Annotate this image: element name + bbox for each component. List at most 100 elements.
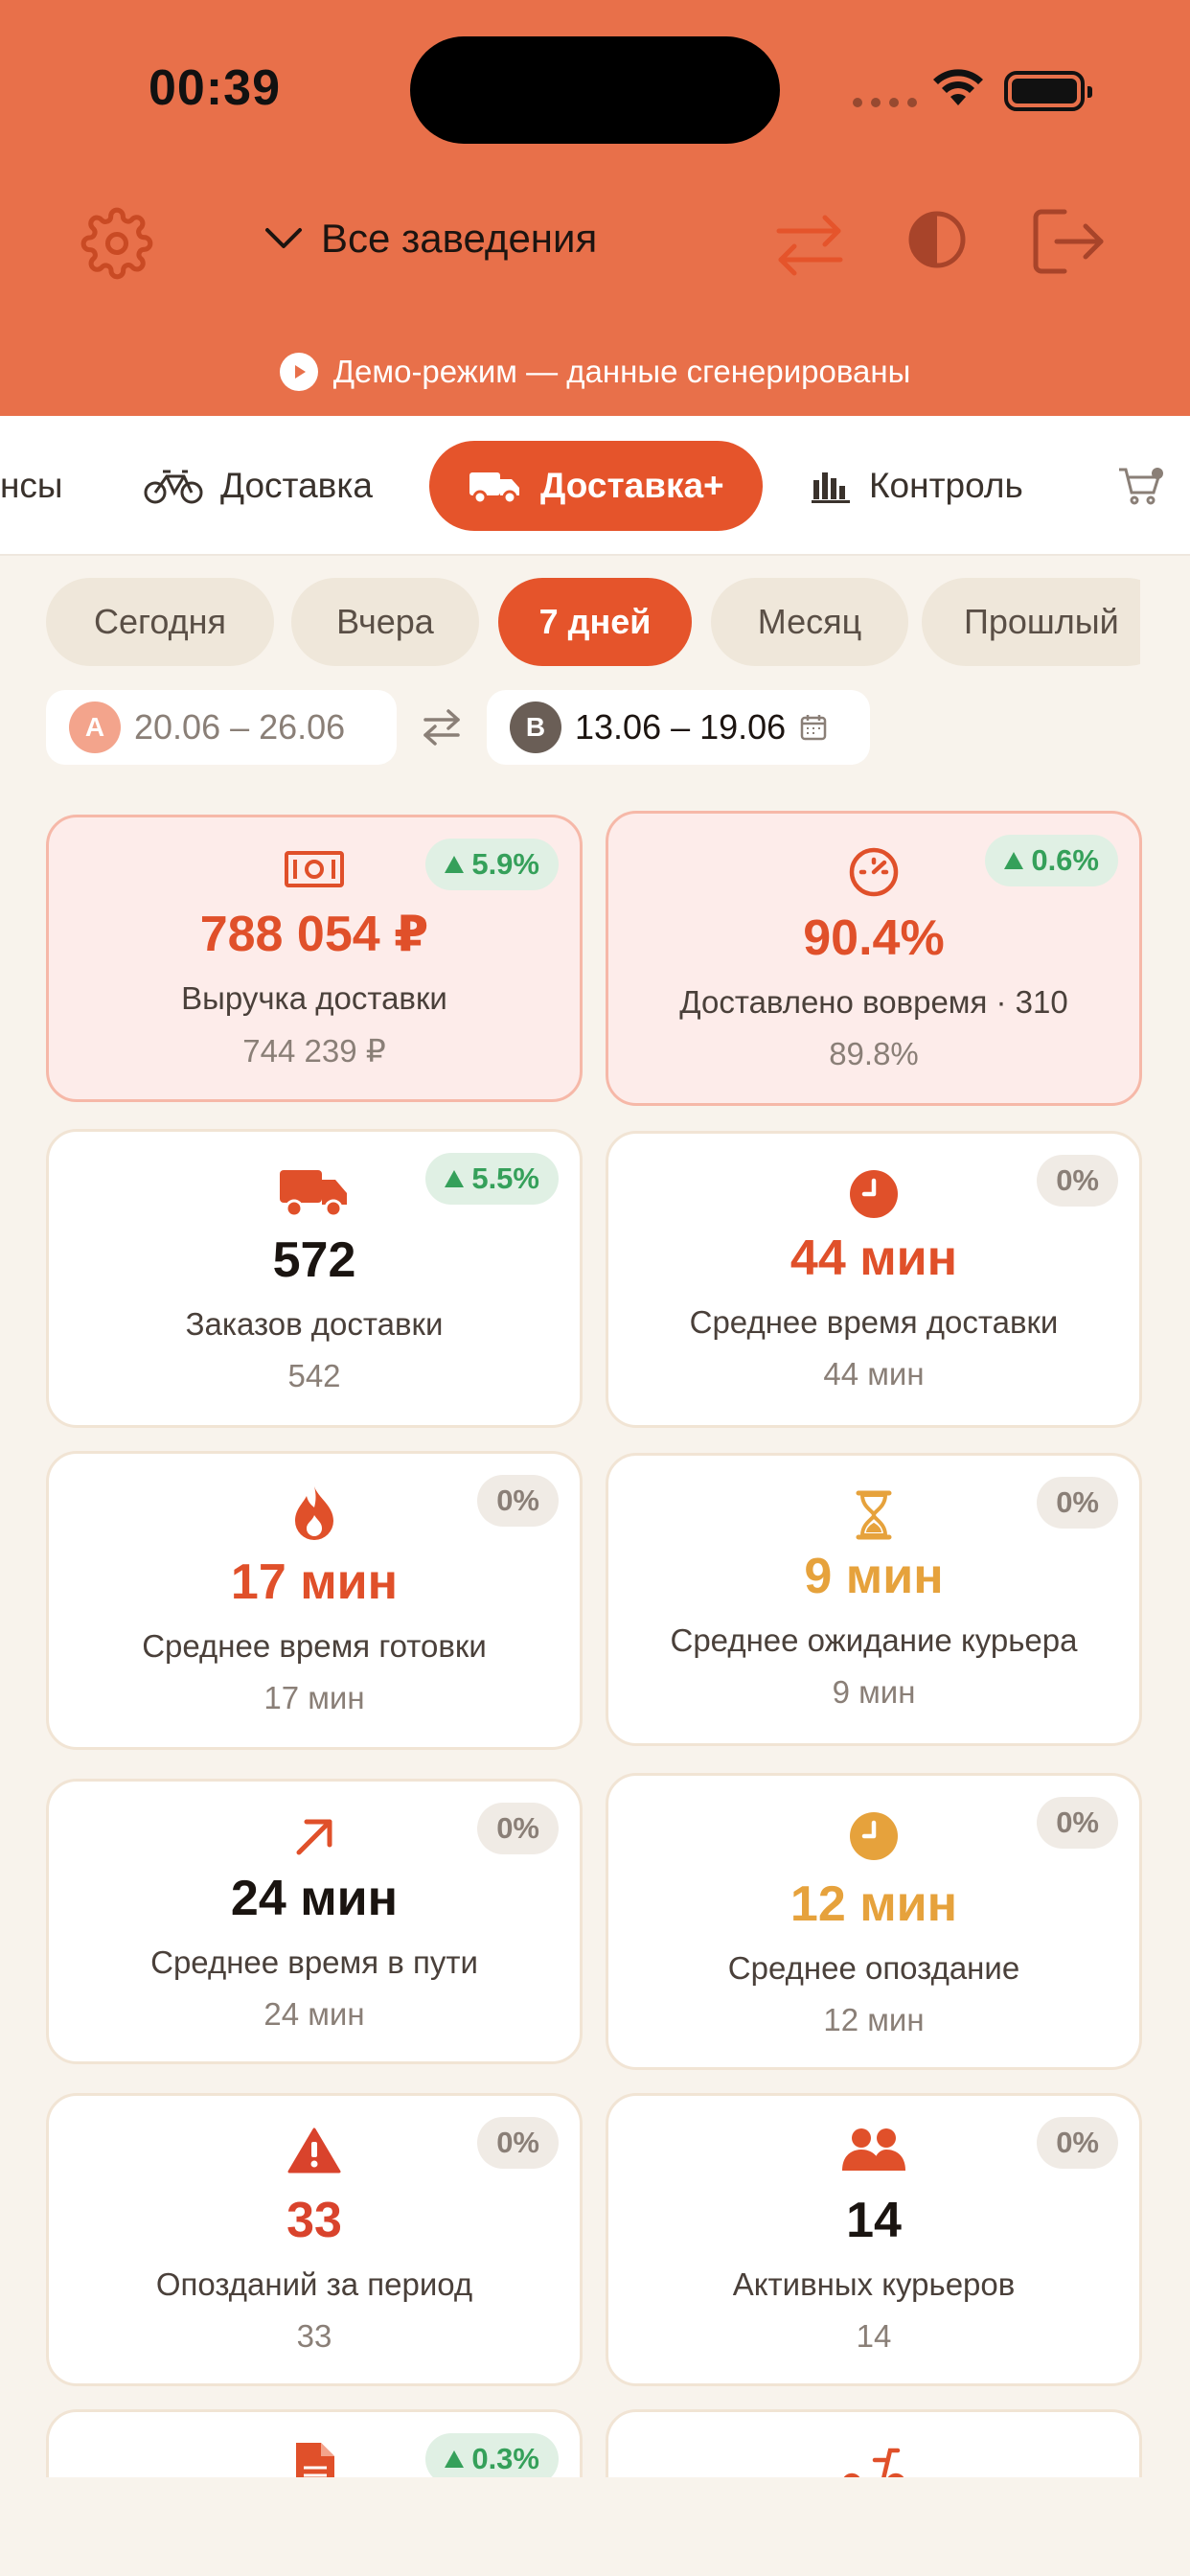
- period-label: Сегодня: [94, 602, 226, 641]
- delta-badge: 0%: [1037, 2117, 1118, 2169]
- play-icon: [279, 353, 318, 391]
- trend-up-icon: [445, 1170, 465, 1187]
- period-label: Месяц: [757, 602, 862, 641]
- metric-card-avg-courier-wait[interactable]: 0% 9 мин Среднее ожидание курьера 9 мин: [606, 1453, 1142, 1746]
- metric-value: 44 мин: [790, 1230, 958, 1286]
- demo-mode-banner: Демо-режим — данные сгенерированы: [0, 353, 1190, 391]
- delta-value: 0.3%: [471, 2442, 539, 2475]
- range-a-dates: 20.06 – 26.06: [134, 707, 346, 747]
- metric-label: Активных курьеров: [732, 2266, 1016, 2302]
- tab-delivery[interactable]: Доставка: [144, 441, 373, 531]
- battery-icon: [1004, 71, 1092, 111]
- metric-label: Опозданий за период: [155, 2266, 473, 2302]
- settings-gear-icon[interactable]: [79, 205, 155, 282]
- delta-badge: 0%: [477, 2117, 559, 2169]
- metric-label: Среднее время в пути: [150, 1944, 478, 1980]
- period-label: Прошлый: [964, 602, 1119, 641]
- metric-card-avg-delay[interactable]: 0% 12 мин Среднее опоздание 12 мин: [606, 1773, 1142, 2070]
- flame-icon: [49, 1484, 580, 1542]
- hourglass-icon: [608, 1490, 1139, 1540]
- venue-selector-label: Все заведения: [321, 216, 598, 261]
- metric-previous: 542: [287, 1358, 341, 1393]
- dynamic-island: [410, 36, 780, 144]
- clock-icon: [608, 1810, 1139, 1862]
- metric-label: Выручка доставки: [181, 980, 447, 1016]
- logout-icon[interactable]: [1025, 201, 1111, 282]
- delta-badge: 5.5%: [425, 1153, 559, 1205]
- delta-badge: 5.9%: [425, 839, 559, 890]
- period-yesterday[interactable]: Вчера: [291, 578, 479, 666]
- swap-ranges-icon[interactable]: [420, 705, 464, 749]
- metric-card-on-time[interactable]: 0.6% 90.4% Доставлено вовремя · 310 89.8…: [606, 811, 1142, 1106]
- compare-swap-icon[interactable]: [767, 201, 853, 288]
- delta-value: 0.6%: [1031, 843, 1099, 877]
- tab-delivery-plus[interactable]: Доставка+: [429, 441, 763, 531]
- delta-value: 5.9%: [471, 847, 539, 881]
- cellular-signal-icon: [853, 98, 917, 107]
- range-badge-b: B: [510, 702, 561, 753]
- metric-card-avg-transit-time[interactable]: 0% 24 мин Среднее время в пути 24 мин: [46, 1779, 583, 2064]
- period-month[interactable]: Месяц: [711, 578, 908, 666]
- period-today[interactable]: Сегодня: [46, 578, 274, 666]
- tab-control[interactable]: Контроль: [810, 441, 1023, 531]
- delta-badge: 0%: [477, 1475, 559, 1527]
- metric-value: 572: [272, 1232, 356, 1288]
- metric-label: Среднее опоздание: [727, 1950, 1020, 1986]
- metric-previous: 12 мин: [823, 2002, 925, 2037]
- truck-icon: [469, 472, 519, 505]
- metric-value: 9 мин: [804, 1549, 944, 1604]
- metric-previous: 44 мин: [823, 1356, 925, 1392]
- clock-icon: [608, 1168, 1139, 1220]
- metric-previous: 744 239 ₽: [242, 1033, 386, 1069]
- bicycle-icon: [144, 470, 203, 504]
- metric-card-delivery-orders[interactable]: 5.5% 572 Заказов доставки 542: [46, 1129, 583, 1428]
- period-label: Вчера: [336, 602, 434, 641]
- section-tabs: нсы Доставка Доставка+ Контроль: [0, 416, 1190, 556]
- demo-mode-text: Демо-режим — данные сгенерированы: [332, 354, 911, 389]
- range-b[interactable]: B 13.06 – 19.06: [487, 690, 870, 765]
- cart-icon: [1119, 468, 1163, 505]
- delta-value: 0%: [1056, 1806, 1099, 1839]
- venue-selector[interactable]: Все заведения: [263, 216, 597, 262]
- tab-label: Доставка: [220, 466, 373, 505]
- truck-icon: [49, 1164, 580, 1220]
- metric-card-avg-delivery-time[interactable]: 0% 44 мин Среднее время доставки 44 мин: [606, 1131, 1142, 1428]
- period-7-days[interactable]: 7 дней: [498, 578, 692, 666]
- metric-card-delivery-revenue[interactable]: 5.9% 788 054 ₽ Выручка доставки 744 239 …: [46, 815, 583, 1102]
- metric-previous: 17 мин: [263, 1680, 365, 1715]
- delta-badge: 0%: [477, 1803, 559, 1854]
- bar-chart-icon: [812, 472, 850, 503]
- delta-badge: 0.3%: [425, 2433, 559, 2485]
- delta-value: 0%: [1056, 2126, 1099, 2159]
- wifi-icon: [933, 69, 983, 105]
- metric-previous: 33: [296, 2318, 332, 2354]
- period-previous[interactable]: Прошлый: [922, 578, 1140, 666]
- app-header: 00:39 Все заведения: [0, 0, 1190, 416]
- delta-badge: 0%: [1037, 1477, 1118, 1529]
- delta-badge: 0.6%: [985, 835, 1118, 886]
- metric-card-avg-cooking-time[interactable]: 0% 17 мин Среднее время готовки 17 мин: [46, 1451, 583, 1750]
- arrow-up-right-icon: [49, 1814, 580, 1860]
- theme-contrast-icon[interactable]: [901, 203, 973, 276]
- period-label: 7 дней: [538, 602, 652, 641]
- delta-value: 0%: [1056, 1485, 1099, 1519]
- tab-finance[interactable]: нсы: [0, 441, 63, 531]
- trend-up-icon: [445, 856, 465, 873]
- tab-label: нсы: [0, 466, 63, 505]
- metric-value: 17 мин: [230, 1554, 399, 1610]
- tab-orders[interactable]: [1117, 441, 1165, 531]
- delta-value: 0%: [496, 2126, 539, 2159]
- metric-value: 14: [846, 2193, 902, 2248]
- trend-up-icon: [445, 2450, 465, 2468]
- metric-label: Среднее время готовки: [142, 1628, 487, 1664]
- delta-value: 0%: [496, 1811, 539, 1845]
- metric-label: Доставлено вовремя · 310: [679, 984, 1068, 1020]
- metric-card-active-couriers[interactable]: 0% 14 Активных курьеров 14: [606, 2093, 1142, 2386]
- metric-label: Среднее ожидание курьера: [670, 1622, 1078, 1658]
- range-a[interactable]: A 20.06 – 26.06: [46, 690, 397, 765]
- metric-previous: 14: [856, 2318, 892, 2354]
- metric-card-late-orders[interactable]: 0% 33 Опозданий за период 33: [46, 2093, 583, 2386]
- delta-value: 5.5%: [471, 1162, 539, 1195]
- delta-value: 0%: [1056, 1163, 1099, 1197]
- metric-value: 12 мин: [790, 1876, 958, 1932]
